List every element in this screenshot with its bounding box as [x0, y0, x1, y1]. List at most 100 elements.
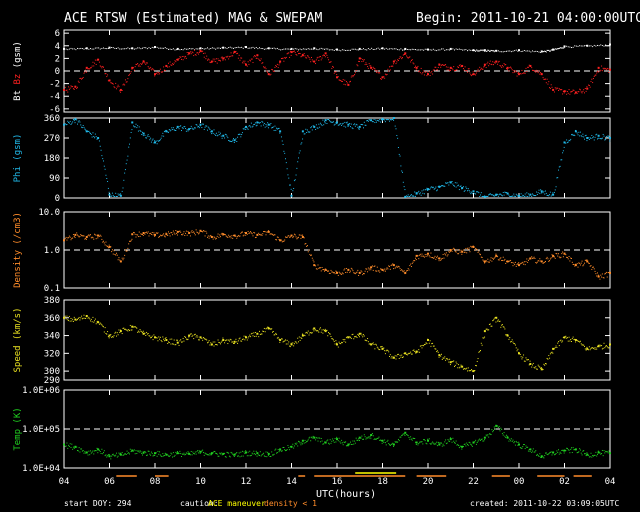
scatter-dot	[221, 137, 223, 139]
scatter-dot	[355, 437, 357, 439]
scatter-dot	[521, 358, 523, 360]
scatter-dot	[72, 234, 74, 236]
scatter-dot	[248, 455, 250, 457]
scatter-dot	[441, 353, 442, 355]
scatter-dot	[509, 50, 511, 52]
ylabel-mag: Bt Bz (gsm)	[13, 41, 23, 101]
scatter-dot	[484, 50, 486, 52]
scatter-dot	[88, 316, 90, 318]
scatter-dot	[594, 136, 596, 138]
scatter-dot	[171, 232, 173, 234]
scatter-dot	[180, 231, 182, 233]
panel-frame-speed	[63, 299, 611, 381]
scatter-dot	[175, 451, 177, 453]
scatter-dot	[337, 274, 339, 276]
scatter-dot	[237, 455, 239, 457]
scatter-dot	[377, 47, 379, 49]
scatter-dot	[138, 331, 140, 333]
scatter-dot	[115, 192, 117, 194]
scatter-dot	[543, 457, 545, 459]
scatter-dot	[432, 48, 434, 50]
scatter-dot	[157, 73, 159, 75]
scatter-dot	[218, 455, 220, 457]
scatter-dot	[426, 187, 428, 189]
ytick-label-temp: 1.0E+05	[22, 425, 60, 435]
scatter-dot	[512, 341, 514, 343]
scatter-dot	[261, 62, 263, 64]
scatter-dot	[90, 450, 91, 452]
scatter-dot	[90, 234, 91, 236]
scatter-dot	[224, 59, 226, 61]
scatter-dot	[236, 141, 238, 143]
scatter-dot	[103, 69, 105, 71]
scatter-dot	[506, 334, 507, 336]
scatter-dot	[419, 441, 421, 443]
scatter-dot	[85, 71, 87, 73]
scatter-dot	[176, 49, 178, 51]
scatter-dot	[345, 271, 347, 273]
scatter-dot	[406, 48, 408, 50]
scatter-dot	[565, 254, 567, 256]
data-point	[85, 66, 88, 69]
scatter-dot	[356, 124, 358, 126]
scatter-dot	[197, 126, 199, 128]
scatter-dot	[197, 232, 199, 234]
scatter-dot	[532, 69, 533, 71]
scatter-dot	[468, 190, 470, 192]
scatter-dot	[605, 69, 607, 71]
data-point	[449, 361, 452, 364]
scatter-dot	[272, 330, 274, 332]
data-point	[188, 452, 191, 455]
scatter-dot	[180, 339, 182, 341]
scatter-dot	[558, 169, 559, 171]
scatter-dot	[521, 447, 523, 449]
scatter-dot	[68, 444, 70, 446]
scatter-dot	[354, 442, 356, 444]
data-point	[279, 339, 282, 341]
scatter-dot	[586, 140, 588, 142]
scatter-dot	[455, 440, 457, 442]
scatter-dot	[77, 449, 78, 451]
scatter-dot	[165, 232, 167, 234]
scatter-dot	[313, 61, 315, 63]
scatter-dot	[134, 453, 136, 455]
scatter-dot	[256, 124, 258, 126]
scatter-dot	[137, 130, 139, 132]
scatter-dot	[258, 336, 260, 338]
scatter-dot	[300, 237, 302, 239]
scatter-dot	[76, 319, 78, 321]
scatter-dot	[433, 345, 435, 347]
scatter-dot	[410, 266, 412, 268]
scatter-dot	[596, 133, 598, 135]
scatter-dot	[272, 70, 274, 72]
scatter-dot	[493, 195, 494, 197]
scatter-dot	[605, 138, 607, 140]
scatter-dot	[361, 123, 363, 125]
data-point	[279, 130, 282, 133]
scatter-dot	[250, 122, 252, 124]
scatter-dot	[224, 452, 226, 454]
scatter-dot	[111, 455, 113, 457]
scatter-dot	[276, 337, 278, 339]
scatter-dot	[133, 67, 135, 69]
scatter-dot	[391, 443, 393, 445]
data-point	[108, 245, 111, 248]
scatter-dot	[485, 434, 487, 436]
scatter-dot	[285, 57, 286, 59]
scatter-dot	[312, 60, 314, 62]
scatter-dot	[400, 56, 402, 58]
scatter-dot	[357, 333, 359, 335]
scatter-dot	[319, 328, 321, 330]
scatter-dot	[503, 260, 505, 262]
scatter-dot	[455, 69, 457, 71]
scatter-dot	[178, 128, 180, 130]
scatter-dot	[571, 47, 572, 49]
scatter-dot	[262, 121, 264, 123]
scatter-dot	[483, 260, 485, 262]
scatter-dot	[311, 254, 312, 256]
scatter-dot	[224, 340, 226, 342]
data-point	[176, 47, 179, 50]
scatter-dot	[571, 341, 572, 343]
scatter-dot	[292, 51, 294, 53]
scatter-dot	[574, 265, 576, 267]
